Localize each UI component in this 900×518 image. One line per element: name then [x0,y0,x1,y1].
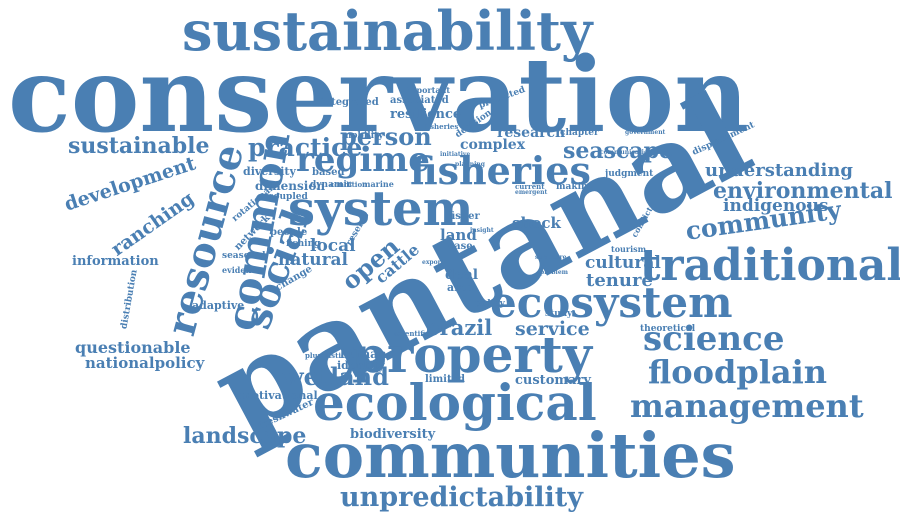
word-communities: communities [285,419,736,492]
word-regime: regime [296,140,430,180]
word-initiative: initiative [440,151,471,158]
word-sustainability: sustainability [182,0,593,63]
word-adaptive: adaptive [192,299,245,312]
word-floodplain: floodplain [648,353,828,391]
word-case: case [448,241,473,252]
word-diversity: diversity [243,165,296,178]
word-questionable: questionable [75,338,191,357]
word-government: government [625,129,666,136]
word-fisheries-small: fisheries [425,122,459,131]
word-understanding: understanding [705,160,853,181]
word-pluralistic: pluralistic [305,351,346,360]
word-people: people [270,227,308,238]
word-indigenous: indigenous [723,196,829,216]
word-condition: condition [330,180,368,189]
word-local: local [310,236,356,256]
word-tenure: tenure [586,270,653,291]
word-mobility: mobility [342,131,384,141]
word-structure: structure [535,254,567,261]
word-resilience: resilience [390,107,462,122]
word-area: area [447,281,475,294]
word-dimension: dimension [255,179,326,193]
word-marine: marine [362,179,394,189]
word-theoretical: theoretical [640,324,696,334]
word-unpredictability: unpredictability [340,482,583,513]
word-based: based [312,167,345,178]
word-associated: associated [390,95,449,106]
word-distribution: distribution [119,268,140,330]
word-management: management [630,387,864,425]
word-biodiversity: biodiversity [350,427,436,442]
word-ecosystem: ecosystem [490,278,733,327]
word-practice: practice [248,133,363,162]
word-natural: natural [278,250,349,270]
word-chapter: chapter [560,128,599,138]
word-insight: insight [470,227,494,234]
word-human: human [340,347,387,361]
word-cultural: cultural [585,253,661,273]
word-making: making [556,182,594,192]
word-coupled: coupled [268,192,308,202]
word-evidence: evidence [222,265,262,275]
word-deal: deal [445,267,479,283]
word-sustainable: sustainable [68,133,210,159]
word-communication: communication [600,149,653,156]
word-landscape: landscape [183,423,307,449]
word-identity: identity [337,359,385,372]
word-emergent: emergent [515,189,548,196]
word-limited: limited [425,374,465,385]
word-fishing: fishing [286,239,321,249]
word-seasonal: seasonal [222,251,266,261]
word-current: current [515,182,545,191]
word-conservation: conservation [8,35,749,156]
word-study: study [545,309,573,319]
word-ecological: ecological [313,373,597,432]
word-integrated: integrated [320,97,379,108]
word-environmental: environmental [713,178,893,204]
word-dynamic: dynamic [310,180,353,190]
word-land: land [440,226,477,244]
word-science: science [643,319,785,359]
word-wetland: wetland [283,362,389,391]
word-service: service [515,318,590,340]
word-scientific: scientific [394,329,430,338]
word-fisher: fisher [448,211,480,222]
word-research: research [497,125,566,141]
word-planning: planning [455,161,485,168]
word-motivational: motivational [240,389,318,402]
word-policy: policy [475,299,505,309]
word-fisheries: fisheries [410,148,591,193]
word-important: important [405,85,451,95]
word-person: person [340,122,432,151]
word-complex: complex [460,137,526,153]
word-brazil: brazil [425,315,493,340]
word-property: property [352,325,592,384]
word-traditional: traditional [640,240,900,291]
word-seascape: seascape [563,138,674,164]
word-customary: customary [515,373,591,388]
word-shock: shock [512,214,561,232]
word-nationalpolicy: nationalpolicy [85,354,205,372]
word-information: information [72,254,159,269]
word-tourism: tourism [611,244,647,254]
word-judgment: judgment [605,169,654,179]
word-export: export [422,259,444,266]
word-system: system [288,181,474,237]
word-problem: problem [540,269,568,276]
